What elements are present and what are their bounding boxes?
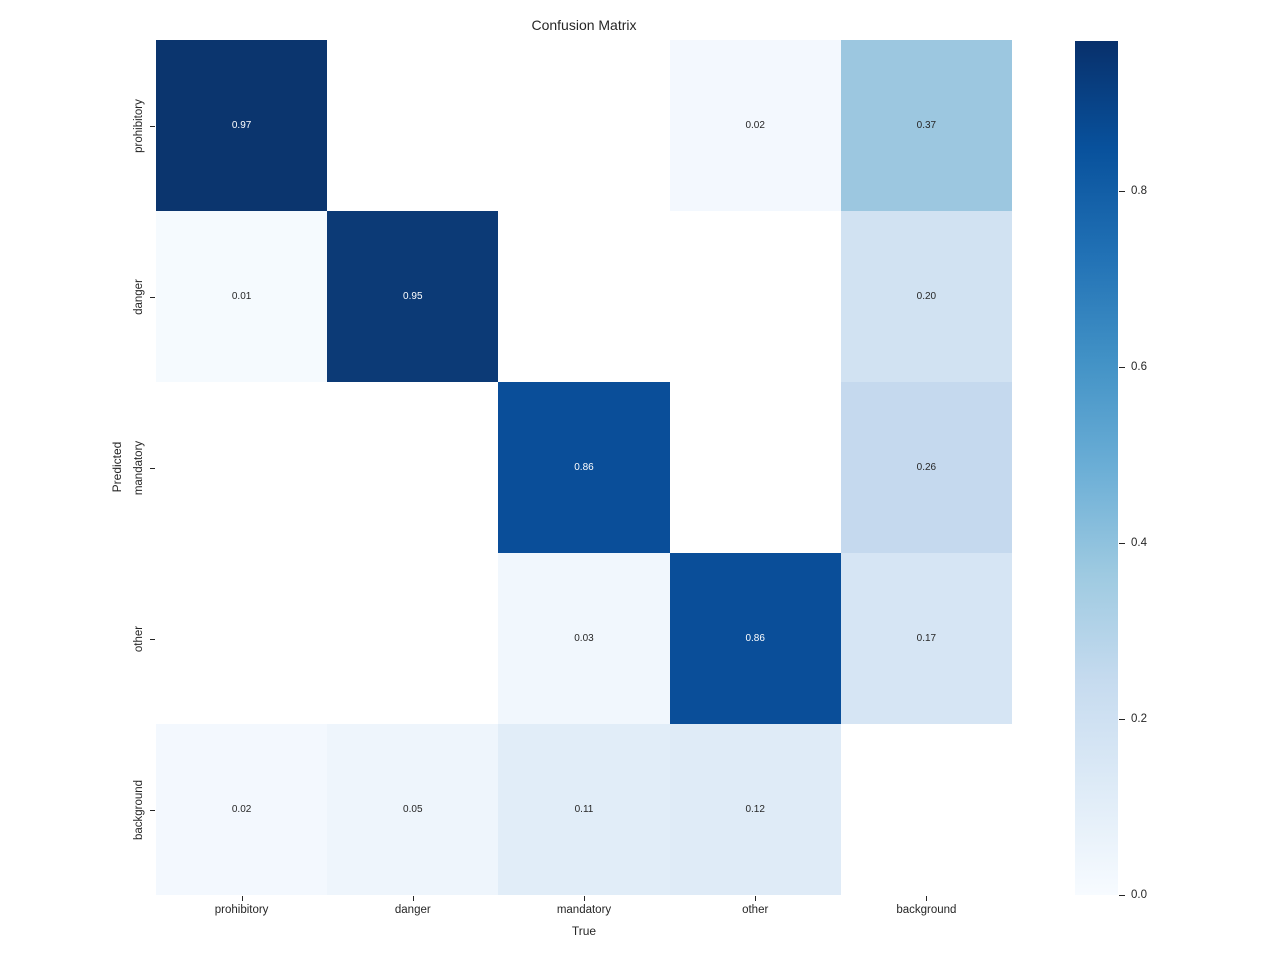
colorbar-tick-mark (1119, 895, 1125, 896)
colorbar-tick-label: 0.2 (1131, 712, 1147, 725)
heatmap-cell (327, 40, 499, 211)
chart-title: Confusion Matrix (531, 17, 637, 33)
heatmap-cell (498, 40, 670, 211)
y-tick-label: danger (133, 278, 145, 315)
heatmap-cell (669, 382, 841, 553)
x-tick-mark (241, 896, 243, 901)
colorbar-tick-label: 0.0 (1131, 889, 1147, 901)
x-tick-label: danger (394, 904, 431, 916)
heatmap-cell: 0.11 (498, 724, 670, 895)
y-tick-mark (150, 467, 155, 469)
heatmap-grid: 0.97 0.02 0.37 0.01 0.95 0.20 0.86 0.26 0.03 0.86… (156, 40, 1012, 895)
x-tick-mark (412, 896, 414, 901)
y-tick-mark (150, 809, 155, 811)
heatmap-cell: 0.17 (840, 553, 1012, 724)
x-tick-label: background (896, 904, 957, 916)
heatmap-cell: 0.20 (840, 211, 1012, 382)
colorbar (1075, 41, 1118, 895)
colorbar-tick-mark (1119, 366, 1125, 368)
colorbar-tick-label: 0.8 (1131, 184, 1147, 197)
heatmap-cell: 0.86 (669, 553, 841, 724)
colorbar-tick-label: 0.4 (1131, 536, 1147, 549)
colorbar-tick-mark (1119, 718, 1125, 720)
heatmap-cell: 0.03 (498, 553, 670, 724)
x-tick-label: prohibitory (214, 904, 269, 916)
heatmap-cell: 0.01 (156, 211, 328, 382)
heatmap-cell (327, 382, 499, 553)
heatmap-cell: 0.12 (669, 724, 841, 895)
x-axis-label: True (571, 924, 597, 938)
heatmap-cell (327, 553, 499, 724)
heatmap-cell: 0.05 (327, 724, 499, 895)
y-tick-label: mandatory (133, 440, 145, 495)
heatmap-cell (156, 553, 328, 724)
heatmap-cell (840, 724, 1012, 895)
x-tick-mark (584, 896, 585, 901)
y-tick-mark (150, 638, 155, 640)
y-tick-label: other (133, 625, 145, 652)
heatmap-cell (498, 211, 670, 382)
x-tick-mark (926, 896, 928, 901)
heatmap-cell: 0.86 (498, 382, 670, 553)
heatmap-cell: 0.02 (156, 724, 328, 895)
heatmap-cell: 0.02 (669, 40, 841, 211)
heatmap-cell: 0.97 (156, 40, 328, 211)
heatmap-cell: 0.26 (840, 382, 1012, 553)
y-tick-label: background (133, 779, 145, 840)
y-tick-label: prohibitory (133, 98, 145, 153)
x-tick-mark (755, 896, 757, 901)
x-tick-label: other (742, 904, 769, 916)
heatmap-cell (156, 382, 328, 553)
heatmap-cell: 0.95 (327, 211, 499, 382)
y-tick-mark (150, 125, 155, 127)
colorbar-tick-mark (1119, 542, 1125, 544)
colorbar-tick-label: 0.6 (1131, 360, 1147, 373)
y-tick-mark (150, 296, 155, 298)
heatmap-cell (669, 211, 841, 382)
heatmap-cell: 0.37 (840, 40, 1012, 211)
x-tick-label: mandatory (556, 904, 612, 916)
y-axis-label: Predicted (110, 441, 124, 493)
colorbar-tick-mark (1119, 190, 1125, 192)
